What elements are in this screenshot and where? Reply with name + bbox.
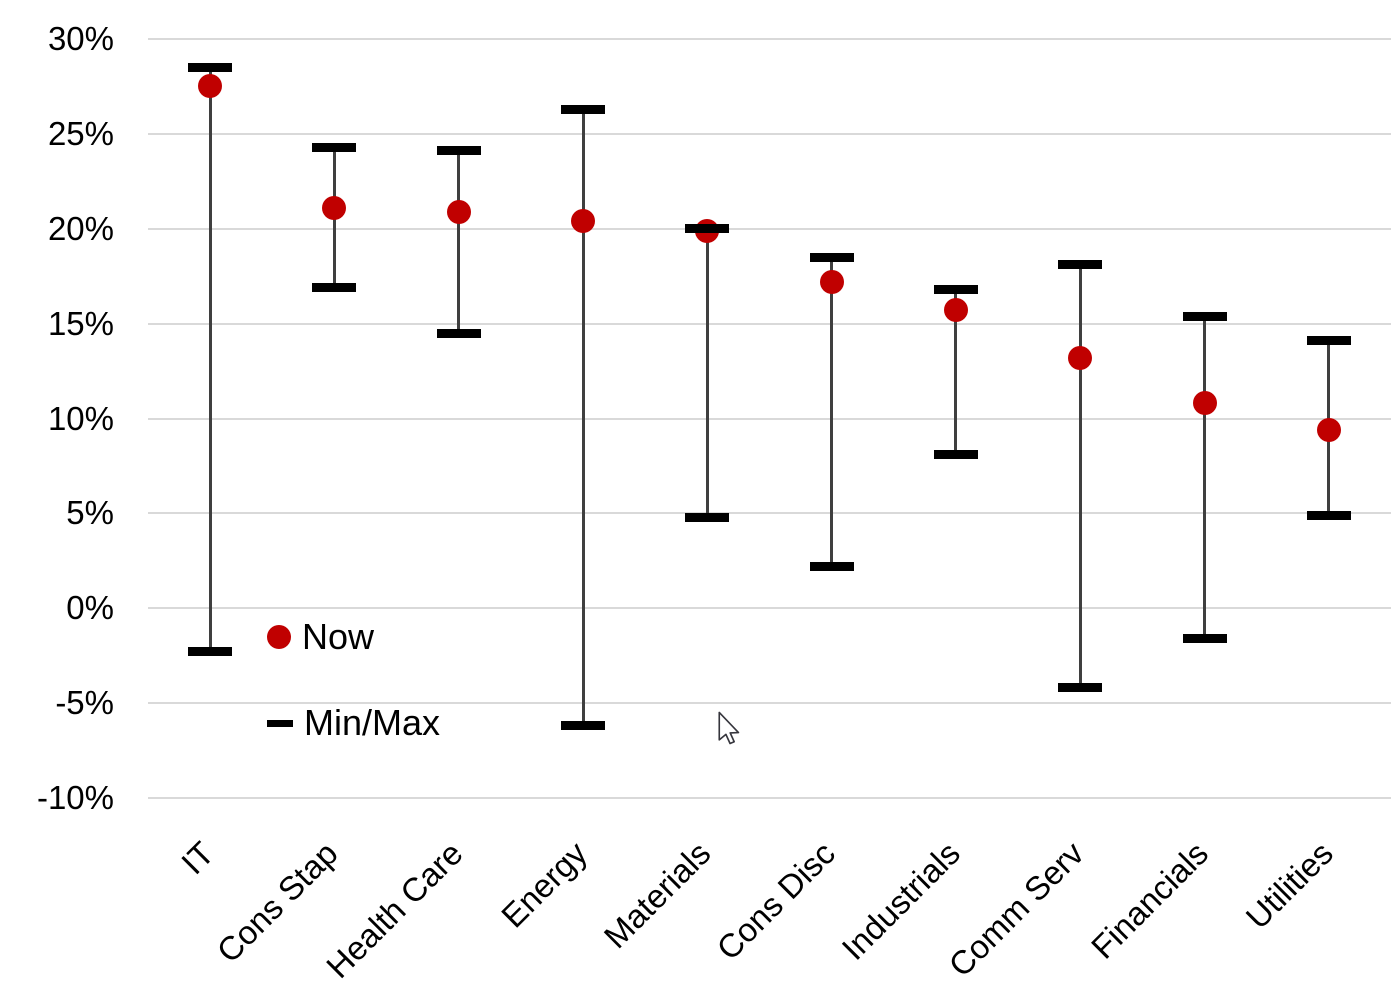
min-cap <box>188 647 233 657</box>
y-tick-label: 20% <box>47 209 114 247</box>
y-tick-label: 15% <box>47 304 114 342</box>
range-line <box>208 67 212 652</box>
now-dot[interactable] <box>1192 391 1217 416</box>
x-tick-label: IT <box>173 834 221 882</box>
max-cap <box>312 142 357 152</box>
max-cap <box>561 104 606 114</box>
x-tick-label: Energy <box>493 834 594 935</box>
y-tick-label: -5% <box>55 684 114 722</box>
max-cap <box>685 224 730 234</box>
range-line <box>581 109 585 726</box>
max-cap <box>1182 311 1227 321</box>
now-dot[interactable] <box>322 195 347 220</box>
now-dot[interactable] <box>819 269 844 294</box>
min-cap <box>1182 634 1227 644</box>
now-dot[interactable] <box>1316 417 1341 442</box>
min-cap <box>933 450 978 460</box>
y-tick-label: 30% <box>47 20 114 57</box>
min-cap <box>312 283 357 293</box>
range-line <box>954 289 958 455</box>
y-tick-label: 25% <box>47 114 114 152</box>
min-cap <box>561 721 606 731</box>
x-tick-label: Utilities <box>1238 834 1340 936</box>
min-cap <box>436 328 481 338</box>
range-line <box>457 150 461 334</box>
legend-item-now[interactable]: Now <box>267 615 374 659</box>
gridline <box>148 797 1391 799</box>
x-tick-label: Cons Disc <box>709 834 843 967</box>
legend-label-minmax: Min/Max <box>304 702 441 743</box>
x-tick-label: Financials <box>1083 834 1216 966</box>
max-cap <box>809 252 854 262</box>
arrow-cursor-icon <box>718 711 740 745</box>
max-cap <box>1058 260 1103 270</box>
max-cap <box>188 62 233 72</box>
min-cap <box>809 562 854 571</box>
range-line <box>830 257 834 567</box>
gridline <box>148 38 1391 40</box>
gridline <box>148 512 1391 515</box>
min-cap <box>1058 683 1103 693</box>
range-line <box>1203 316 1207 639</box>
y-tick-label: 10% <box>47 399 114 437</box>
gridline <box>148 607 1391 610</box>
legend-item-minmax[interactable]: Min/Max <box>267 701 440 745</box>
y-tick-label: 0% <box>66 589 114 627</box>
minmax-dash-icon <box>267 719 293 727</box>
max-cap <box>1306 336 1351 346</box>
now-dot[interactable] <box>1068 345 1093 370</box>
min-cap <box>685 512 730 522</box>
range-line <box>1078 264 1082 688</box>
gridline <box>148 322 1391 325</box>
x-tick-label: Materials <box>597 834 718 956</box>
now-dot[interactable] <box>571 209 596 234</box>
min-cap <box>1306 510 1351 520</box>
max-cap <box>436 146 481 156</box>
now-dot[interactable] <box>198 74 223 99</box>
gridline <box>148 132 1391 135</box>
y-tick-label: -10% <box>36 779 114 816</box>
y-tick-label: 5% <box>66 494 114 532</box>
max-cap <box>933 284 978 294</box>
now-dot[interactable] <box>446 199 471 224</box>
range-line <box>705 228 709 518</box>
gridline <box>148 227 1391 230</box>
legend-label-now: Now <box>302 616 375 657</box>
now-dot[interactable] <box>943 298 968 323</box>
now-dot-icon <box>267 625 291 649</box>
gridline <box>148 702 1391 705</box>
gridline <box>148 417 1391 420</box>
